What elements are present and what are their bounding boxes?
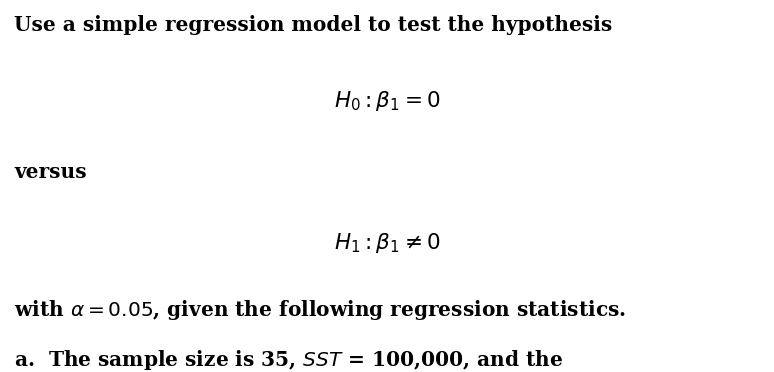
Text: $H_1 : \beta_1 \neq 0$: $H_1 : \beta_1 \neq 0$ [334,231,440,255]
Text: a.  The sample size is 35, $\mathit{SST}$ = 100,000, and the: a. The sample size is 35, $\mathit{SST}$… [14,348,563,372]
Text: Use a simple regression model to test the hypothesis: Use a simple regression model to test th… [14,15,612,35]
Text: with $\alpha = 0.05$, given the following regression statistics.: with $\alpha = 0.05$, given the followin… [14,298,626,322]
Text: versus: versus [14,162,87,182]
Text: $H_0 : \beta_1 = 0$: $H_0 : \beta_1 = 0$ [334,89,440,113]
